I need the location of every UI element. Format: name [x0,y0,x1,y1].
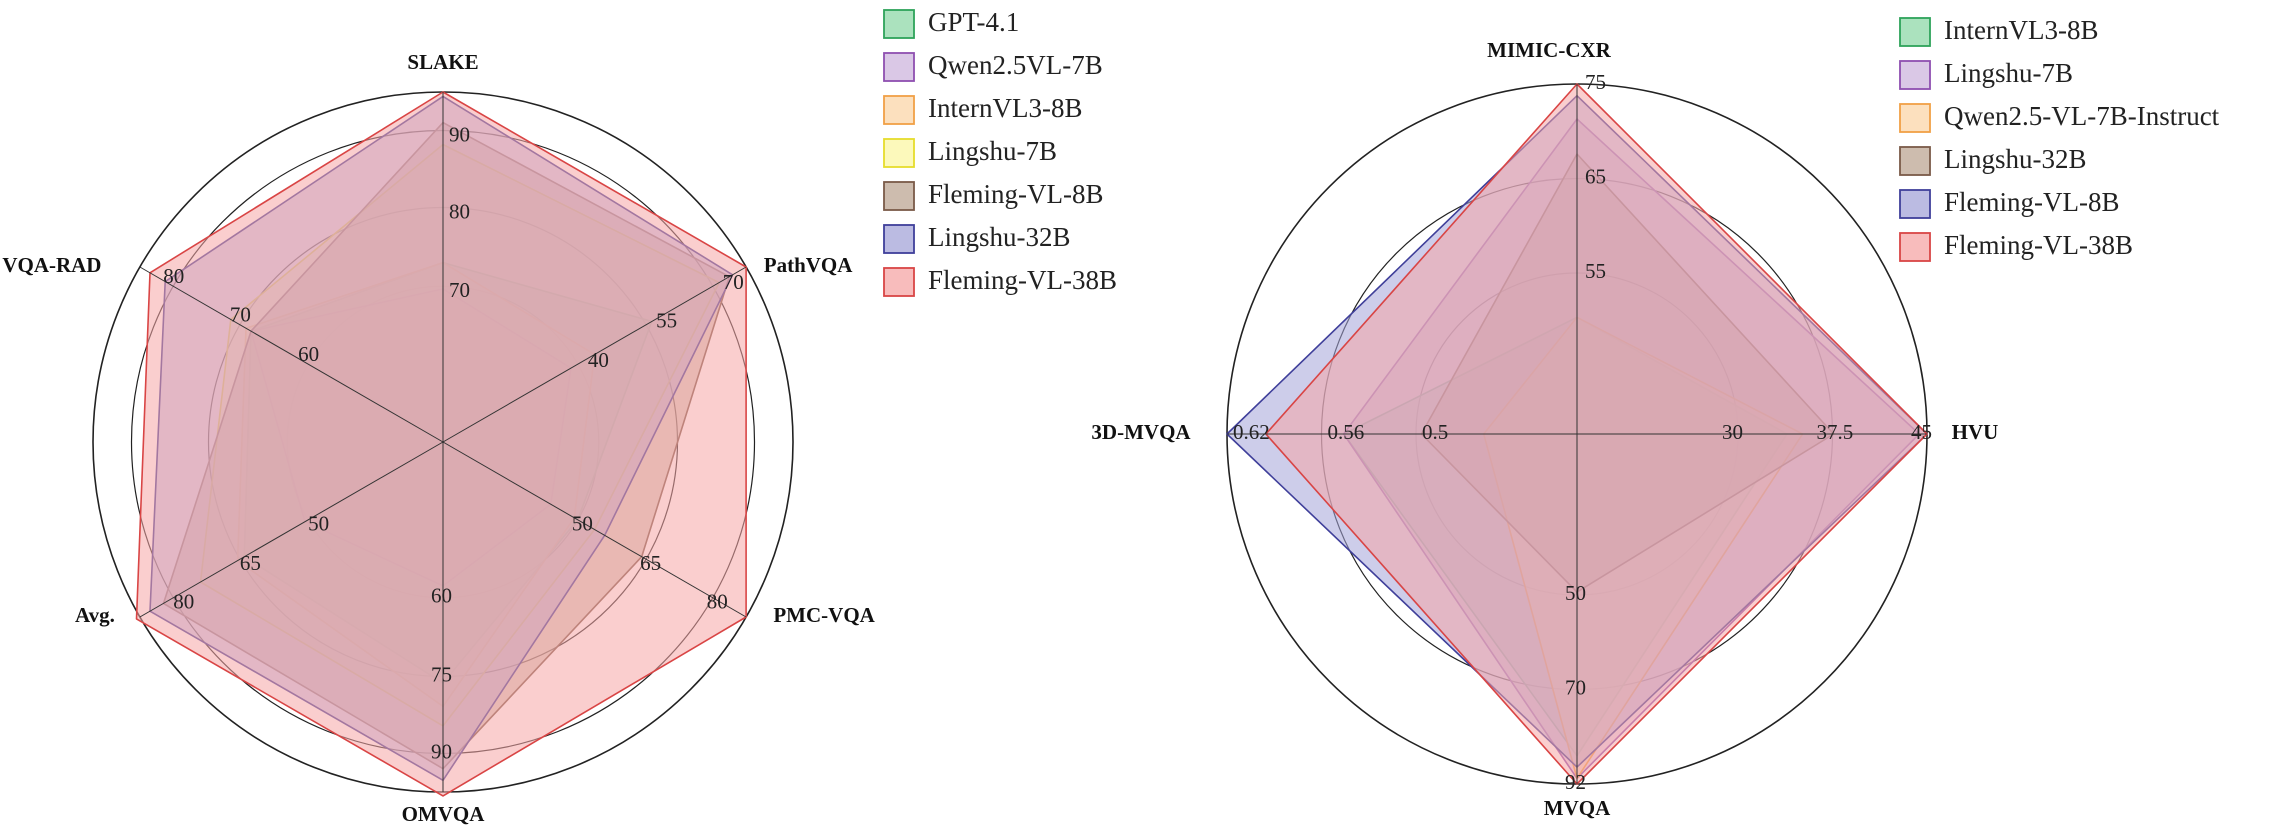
legend-item-fleming-vl-8b: Fleming-VL-8B [1899,187,2120,219]
legend-item-fleming-vl-8b: Fleming-VL-8B [883,179,1104,211]
tick-label: 55 [1585,259,1606,283]
legend-item-fleming-vl-38b: Fleming-VL-38B [883,265,1117,297]
tick-label: 50 [1565,581,1586,605]
legend-item-lingshu-7b: Lingshu-7B [883,136,1057,168]
tick-label: 80 [163,264,184,288]
legend-label: Lingshu-7B [928,136,1057,166]
tick-label: 60 [298,342,319,366]
legend-item-lingshu-32b: Lingshu-32B [1899,144,2087,176]
tick-label: 65 [240,551,261,575]
axis-spoke [139,441,444,618]
legend-item-lingshu-7b: Lingshu-7B [1899,58,2073,90]
tick-label: 75 [1585,70,1606,94]
legend-swatch [883,95,915,125]
legend-swatch [883,181,915,211]
tick-label: 70 [230,303,251,327]
tick-label: 0.5 [1422,420,1448,444]
tick-label: 80 [173,590,194,614]
axis-label-mimic-cxr: MIMIC-CXR [1487,38,1611,62]
axis-label-omvqa: OMVQA [402,802,486,825]
axis-label-avg: Avg. [75,603,115,627]
tick-label: 92 [1565,770,1586,794]
tick-label: 80 [707,590,728,614]
axis-spoke [442,441,747,618]
legend-label: InternVL3-8B [1944,15,2098,45]
tick-label: 65 [640,551,661,575]
tick-label: 65 [1585,164,1606,188]
legend-label: Qwen2.5-VL-7B-Instruct [1944,101,2220,131]
legend-item-lingshu-32b: Lingshu-32B [883,222,1071,254]
legend-swatch [1899,189,1931,219]
legend-label: Fleming-VL-8B [928,179,1104,209]
legend-item-qwen2-5-vl-7b-instruct: Qwen2.5-VL-7B-Instruct [1899,101,2220,133]
legend-swatch [1899,103,1931,133]
legend-left: GPT-4.1 Qwen2.5VL-7B InternVL3-8B Lingshu-7… [883,7,1117,297]
legend-label: Lingshu-32B [928,222,1071,252]
tick-label: 45 [1911,420,1932,444]
radar-chart-right: 55 65 75 30 37.5 45 50 70 92 0.5 0.56 0.62 MIMIC-CXR… [1091,38,1998,820]
tick-label: 0.56 [1328,420,1365,444]
legend-item-qwen2-5vl-7b: Qwen2.5VL-7B [883,50,1103,82]
legend-swatch [883,224,915,254]
tick-label: 70 [1565,675,1586,699]
legend-swatch [883,9,915,39]
legend-swatch [1899,232,1931,262]
axis-spoke [442,266,747,443]
tick-label: 55 [656,309,677,333]
tick-label: 90 [449,122,470,146]
tick-label: 37.5 [1817,420,1854,444]
legend-swatch [1899,17,1931,47]
axis-label-pmc-vqa: PMC-VQA [773,603,875,627]
legend-label: Fleming-VL-38B [928,265,1117,295]
tick-label: 75 [431,662,452,686]
legend-swatch [883,52,915,82]
axis-spoke [139,266,444,443]
legend-swatch [1899,60,1931,90]
axis-label-3d-mvqa: 3D-MVQA [1091,420,1191,444]
tick-label: 90 [431,739,452,763]
tick-label: 40 [588,348,609,372]
axis-label-hvu: HVU [1952,420,1999,444]
series-fleming-vl-38b-polygon [135,91,747,797]
legend-item-gpt-4-1: GPT-4.1 [883,7,1019,39]
tick-label: 50 [572,512,593,536]
legend-item-fleming-vl-38b: Fleming-VL-38B [1899,230,2133,262]
axis-label-vqa-rad: VQA-RAD [2,253,101,277]
legend-label: Lingshu-7B [1944,58,2073,88]
legend-swatch [1899,146,1931,176]
legend-label: InternVL3-8B [928,93,1082,123]
axis-label-pathvqa: PathVQA [764,253,854,277]
tick-label: 30 [1722,420,1743,444]
tick-label: 0.62 [1233,420,1270,444]
axis-label-slake: SLAKE [407,50,478,74]
legend-right: InternVL3-8B Lingshu-7B Qwen2.5-VL-7B-Inst… [1899,15,2220,262]
axis-label-mvqa: MVQA [1544,796,1611,820]
radar-chart-left: 70 80 90 40 55 70 50 65 80 60 75 90 50 65 80 60 70 80 SLAK… [2,50,875,825]
legend-label: Lingshu-32B [1944,144,2087,174]
tick-label: 60 [431,584,452,608]
legend-label: Qwen2.5VL-7B [928,50,1103,80]
legend-item-internvl3-8b: InternVL3-8B [883,93,1082,125]
tick-label: 70 [449,278,470,302]
legend-swatch [883,267,915,297]
legend-label: GPT-4.1 [928,7,1019,37]
tick-label: 70 [723,270,744,294]
tick-label: 50 [308,512,329,536]
tick-label: 80 [449,199,470,223]
legend-item-internvl3-8b: InternVL3-8B [1899,15,2098,47]
legend-swatch [883,138,915,168]
legend-label: Fleming-VL-38B [1944,230,2133,260]
legend-label: Fleming-VL-8B [1944,187,2120,217]
